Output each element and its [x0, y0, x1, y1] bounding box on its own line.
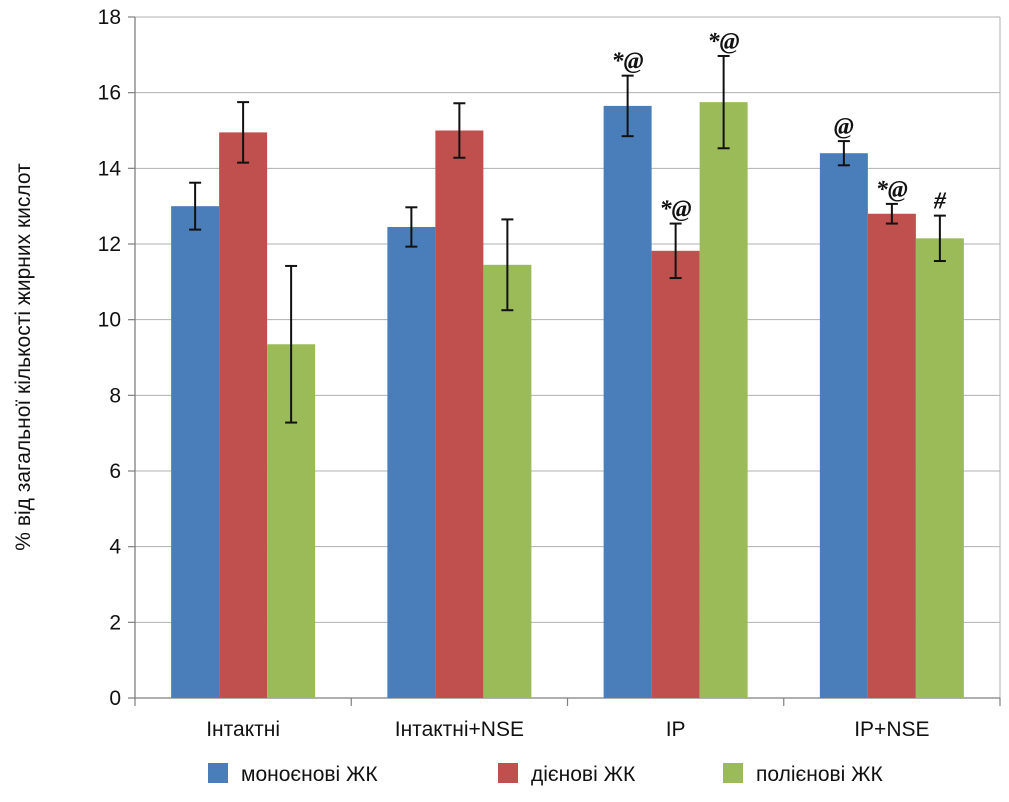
- significance-label: #: [933, 189, 947, 215]
- bar: [699, 102, 748, 698]
- y-tick-label: 8: [109, 384, 121, 407]
- bars: [171, 102, 964, 699]
- bar: [483, 264, 532, 698]
- legend-swatch: [208, 763, 228, 783]
- y-tick-label: 10: [98, 309, 121, 332]
- significance-annotations: *@ @ *@ *@ *@ #: [612, 29, 947, 223]
- bar: [171, 206, 220, 698]
- legend-swatch: [498, 763, 518, 783]
- y-tick-label: 16: [98, 82, 121, 105]
- legend-label: моноєнові ЖК: [241, 763, 378, 786]
- x-tick-label: IP+NSE: [854, 718, 929, 741]
- y-tick-label: 4: [109, 536, 121, 559]
- bar: [435, 130, 484, 698]
- significance-label: *@: [612, 49, 644, 75]
- x-tick-label: IP: [666, 718, 686, 741]
- bar: [651, 250, 700, 698]
- bar: [867, 213, 916, 698]
- legend: моноєнові ЖК дієнові ЖК полієнові ЖК: [208, 763, 884, 786]
- y-tick-label: 6: [109, 460, 121, 483]
- legend-label: дієнові ЖК: [531, 763, 636, 786]
- y-tick-label: 12: [98, 233, 121, 256]
- bar: [915, 238, 964, 698]
- y-tick-label: 0: [109, 687, 121, 710]
- significance-label: *@: [708, 29, 740, 55]
- y-tick-label: 18: [98, 6, 121, 29]
- error-bars: [189, 54, 946, 424]
- x-tick-label: Інтактні: [206, 718, 280, 741]
- legend-label: полієнові ЖК: [756, 763, 884, 786]
- significance-label: *@: [660, 197, 692, 223]
- bar: [603, 105, 652, 699]
- significance-label: *@: [876, 177, 908, 203]
- bar: [819, 153, 868, 698]
- y-axis-label: % від загальної кількості жирних кислот: [12, 163, 35, 551]
- bar: [219, 132, 268, 698]
- y-tick-label: 2: [109, 611, 121, 634]
- x-tick-label: Інтактні+NSE: [395, 718, 524, 741]
- y-tick-label: 14: [98, 157, 122, 180]
- significance-label: @: [834, 114, 854, 140]
- legend-swatch: [723, 763, 743, 783]
- bar: [387, 226, 436, 698]
